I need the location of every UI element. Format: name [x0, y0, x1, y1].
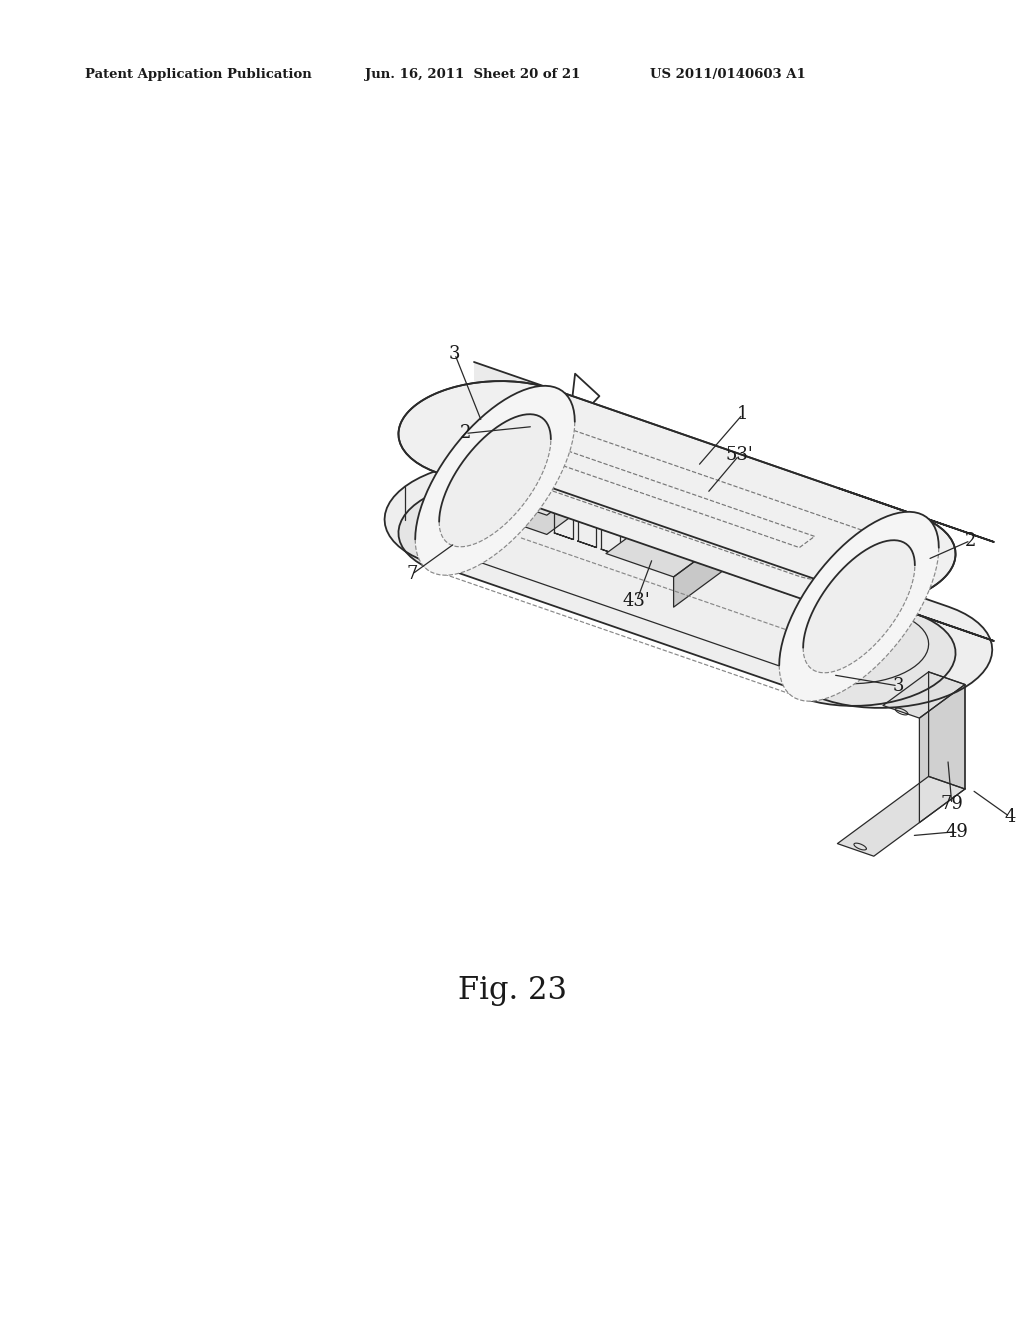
Polygon shape	[433, 475, 803, 635]
Polygon shape	[518, 480, 581, 515]
Text: 79: 79	[940, 795, 964, 813]
Text: 4: 4	[1005, 808, 1016, 826]
Polygon shape	[482, 487, 545, 521]
Polygon shape	[398, 381, 955, 607]
Polygon shape	[517, 471, 599, 512]
Polygon shape	[663, 511, 730, 565]
Text: Jun. 16, 2011  Sheet 20 of 21: Jun. 16, 2011 Sheet 20 of 21	[365, 69, 581, 81]
Polygon shape	[883, 672, 965, 718]
Polygon shape	[838, 776, 965, 857]
Text: 43': 43'	[623, 593, 650, 610]
Polygon shape	[474, 362, 994, 642]
Text: 3: 3	[892, 677, 903, 694]
Text: Patent Application Publication: Patent Application Publication	[85, 69, 311, 81]
Polygon shape	[518, 499, 581, 535]
Text: US 2011/0140603 A1: US 2011/0140603 A1	[650, 69, 806, 81]
Text: Fig. 23: Fig. 23	[458, 975, 566, 1006]
Polygon shape	[385, 461, 992, 708]
Polygon shape	[554, 498, 573, 504]
Polygon shape	[929, 672, 965, 789]
Text: 1: 1	[737, 405, 749, 424]
Polygon shape	[606, 511, 730, 577]
Polygon shape	[433, 475, 517, 545]
Polygon shape	[517, 475, 803, 582]
Text: 3: 3	[450, 345, 461, 363]
Polygon shape	[779, 512, 939, 701]
Text: 7: 7	[407, 565, 418, 583]
Polygon shape	[415, 385, 574, 576]
Polygon shape	[439, 414, 551, 546]
Polygon shape	[482, 467, 545, 503]
Polygon shape	[601, 513, 620, 520]
Text: 2: 2	[460, 425, 471, 442]
Text: 2: 2	[965, 532, 976, 549]
Polygon shape	[578, 506, 596, 512]
Polygon shape	[674, 535, 730, 607]
Text: 49: 49	[945, 822, 968, 841]
Polygon shape	[920, 685, 965, 822]
Polygon shape	[802, 515, 955, 706]
Polygon shape	[803, 540, 914, 673]
Polygon shape	[398, 381, 552, 572]
Text: 53': 53'	[725, 446, 753, 465]
